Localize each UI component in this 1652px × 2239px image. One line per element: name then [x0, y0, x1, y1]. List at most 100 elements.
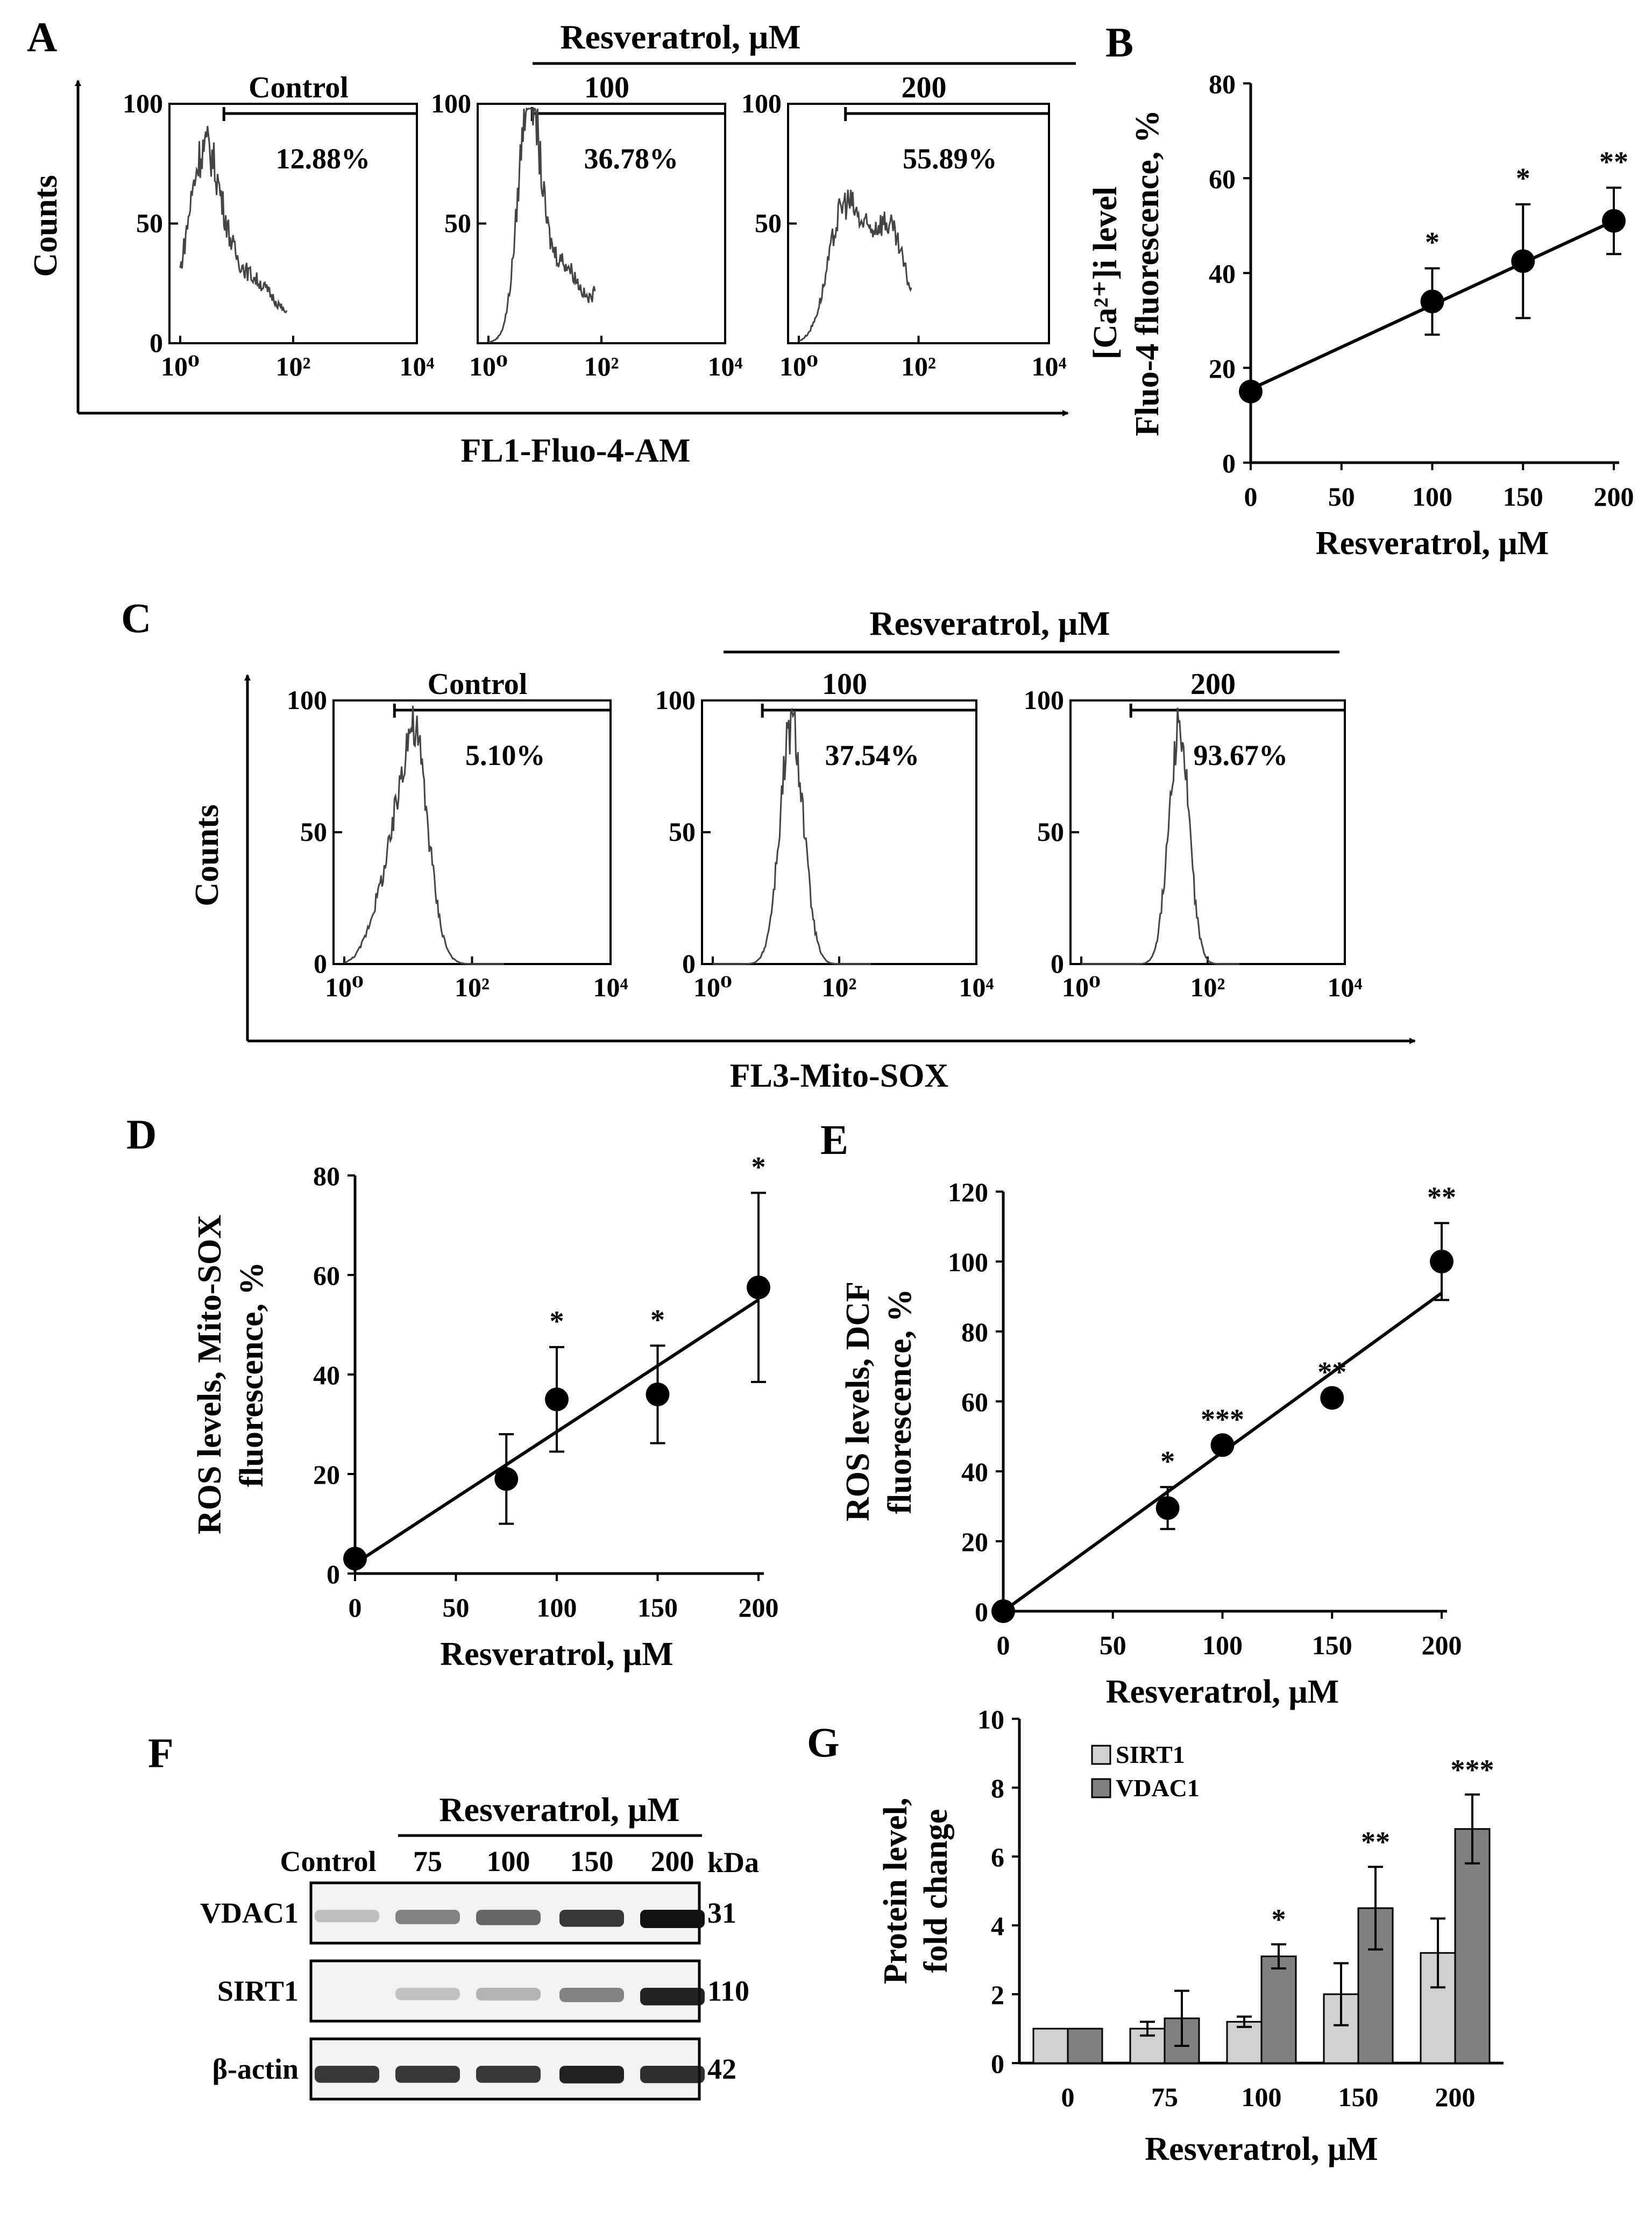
- data-point: [991, 1599, 1015, 1623]
- panel-c-group-title: Resveratrol, μM: [869, 604, 1110, 642]
- histogram-trace: [179, 126, 288, 314]
- y-axis-label: fluorescence, %: [233, 1262, 270, 1487]
- lane-label: Control: [280, 1845, 376, 1877]
- panel-c-label: C: [121, 594, 151, 641]
- panel-a-x-label: FL1-Fluo-4-AM: [460, 433, 690, 469]
- data-point: [747, 1276, 770, 1300]
- x-tick-label: 100: [1412, 481, 1452, 512]
- y-tick-label: 0: [682, 948, 696, 979]
- y-axis-label: Fluo-4 fluorescence, %: [1129, 110, 1166, 436]
- gate-percent: 12.88%: [275, 143, 370, 175]
- bar-sirt1: [1226, 2021, 1263, 2064]
- gate-percent: 37.54%: [825, 739, 919, 771]
- x-tick-label: 50: [1328, 481, 1355, 512]
- data-point: [1155, 1496, 1180, 1520]
- x-axis-label: Resveratrol, μM: [1316, 525, 1549, 562]
- protein-band: [315, 2066, 379, 2083]
- x-tick-label: 0: [349, 1592, 362, 1622]
- protein-band: [395, 1910, 460, 1924]
- hist-frame: [168, 103, 418, 344]
- blot-row-label: SIRT1: [217, 1975, 299, 2007]
- protein-band: [640, 1988, 705, 2006]
- blot-row-label: VDAC1: [200, 1897, 299, 1929]
- y-tick-label: 10: [977, 1704, 1004, 1734]
- hist-frame: [787, 103, 1050, 344]
- y-axis-label: [Ca²⁺]i level: [1087, 187, 1124, 360]
- protein-band: [476, 2066, 541, 2083]
- panel-f-label: F: [148, 1730, 174, 1776]
- y-axis-label: ROS levels, Mito-SOX: [192, 1215, 228, 1534]
- x-tick-label: 10⁴: [959, 972, 994, 1002]
- y-tick-label: 120: [948, 1177, 988, 1207]
- gate-percent: 55.89%: [903, 143, 997, 175]
- protein-band: [640, 2066, 705, 2084]
- x-axis-label: Resveratrol, μM: [1106, 1674, 1339, 1710]
- y-tick-label: 40: [1209, 259, 1236, 289]
- y-axis-label: ROS levels, DCF: [840, 1281, 876, 1521]
- data-point: [646, 1383, 670, 1406]
- x-tick-label: 10⁰: [469, 351, 508, 381]
- significance-label: *: [650, 1303, 665, 1336]
- y-tick-label: 100: [431, 88, 471, 118]
- data-point: [1210, 1433, 1235, 1457]
- lane-label: 75: [413, 1845, 442, 1877]
- legend-label: SIRT1: [1116, 1741, 1185, 1768]
- hist-title: 100: [584, 71, 629, 104]
- x-tick-label: 10⁰: [693, 972, 732, 1002]
- x-tick-label: 150: [1312, 1630, 1352, 1660]
- x-tick-label: 200: [1594, 481, 1634, 512]
- x-tick-label: 200: [1422, 1630, 1462, 1660]
- y-tick-label: 0: [975, 1597, 988, 1627]
- panel-a: A Resveratrol, μM Counts FL1-Fluo-4-AM 1…: [27, 13, 1076, 469]
- y-tick-label: 50: [300, 817, 327, 847]
- blot-kda: 31: [707, 1897, 736, 1929]
- y-tick-label: 8: [991, 1773, 1004, 1803]
- significance-label: *: [1272, 1903, 1286, 1936]
- lane-label: 150: [570, 1845, 614, 1877]
- x-tick-label: 0: [997, 1630, 1010, 1660]
- y-tick-label: 60: [961, 1387, 988, 1417]
- data-point: [1239, 379, 1263, 403]
- gate-percent: 93.67%: [1193, 739, 1288, 771]
- blot-strip: [309, 1959, 701, 2023]
- protein-band: [640, 1910, 705, 1928]
- y-tick-label: 20: [313, 1459, 340, 1490]
- legend-swatch: [1091, 1778, 1111, 1798]
- y-axis-label: Protein level,: [877, 1798, 914, 1985]
- histogram-trace: [1081, 707, 1239, 965]
- x-tick-label: 10⁴: [1032, 351, 1067, 381]
- panel-f: F Resveratrol, μM kDa Control 75 100 150 200…: [148, 1730, 759, 2101]
- x-tick-label: 10⁴: [593, 972, 628, 1002]
- significance-label: *: [550, 1305, 564, 1337]
- x-tick-label: 200: [739, 1592, 779, 1622]
- y-tick-label: 100: [123, 88, 163, 118]
- y-tick-label: 50: [444, 208, 471, 238]
- legend-swatch: [1091, 1745, 1111, 1765]
- x-tick-label: 0: [1061, 2082, 1075, 2112]
- y-tick-label: 20: [961, 1527, 988, 1557]
- y-tick-label: 100: [655, 685, 696, 715]
- y-tick-label: 50: [755, 208, 782, 238]
- data-point: [1430, 1250, 1454, 1273]
- y-tick-label: 40: [961, 1457, 988, 1487]
- y-tick-label: 20: [1209, 353, 1236, 384]
- panel-b-label: B: [1105, 19, 1133, 66]
- y-tick-label: 100: [948, 1247, 988, 1277]
- x-tick-label: 10²: [276, 351, 311, 381]
- protein-band: [315, 1910, 379, 1923]
- panel-b: B 0 20 40 60 80 0 50 100 150 200 Resveratrol, μM [C…: [1087, 19, 1634, 562]
- plot-e: 0 20 40 60 80 100 120 0 50 100 150 200 Resveratrol, …: [840, 1177, 1462, 1710]
- hist-title: 200: [902, 71, 947, 104]
- x-tick-label: 10⁴: [400, 351, 435, 381]
- x-tick-label: 150: [637, 1592, 678, 1622]
- y-tick-label: 100: [741, 88, 782, 118]
- y-tick-label: 0: [991, 2049, 1004, 2079]
- y-axis-label: fluorescence, %: [882, 1289, 918, 1514]
- blot-row-label: β-actin: [212, 2053, 299, 2085]
